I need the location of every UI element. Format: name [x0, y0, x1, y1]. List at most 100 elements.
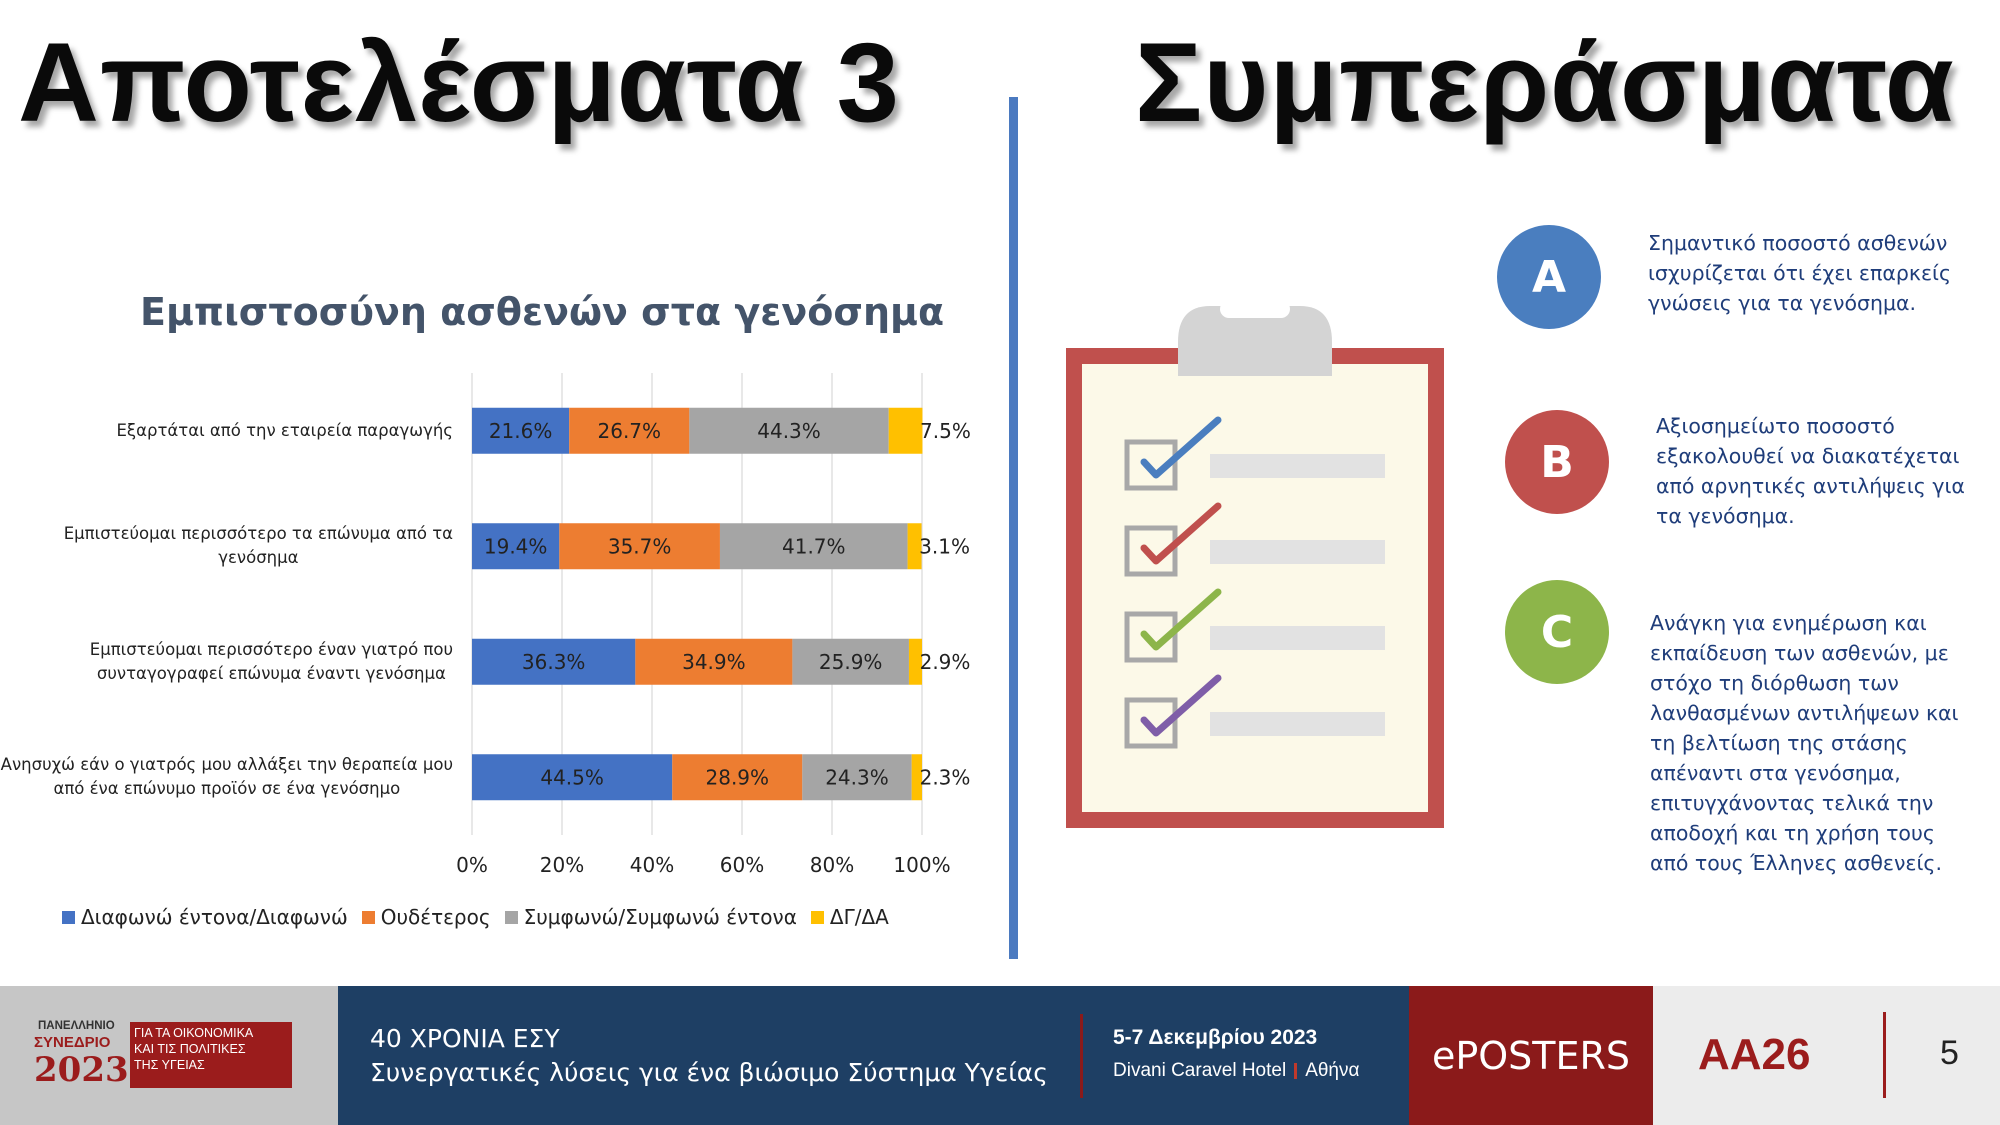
clipboard-paper: [1082, 364, 1428, 812]
footer-banner: ΠΑΝΕΛΛΗΝΙΟ ΣΥΝΕΔΡΙΟ 2023 ΓΙΑ ΤΑ ΟΙΚΟΝΟΜΙ…: [0, 986, 2000, 1125]
checkmark-icon: [1140, 588, 1222, 651]
category-label-line: Εξαρτάται από την εταιρεία παραγωγής: [116, 420, 454, 440]
bar-segment: [719, 523, 908, 570]
conclusion-line: από αρνητικές αντιλήψεις για: [1656, 474, 1965, 498]
bar-segment: [792, 638, 909, 685]
conclusion-line: αποδοχή και τη χρήση τους: [1650, 821, 1935, 845]
checkmark-icon: [1140, 416, 1222, 479]
category-label-line: Εμπιστεύομαι περισσότερο έναν γιατρό που: [89, 639, 453, 659]
conclusion-line: Αξιοσημείωτο ποσοστό: [1656, 414, 1895, 438]
bar-segment: [908, 638, 922, 685]
event-dates: 5-7 Δεκεμβρίου 2023: [1113, 1026, 1318, 1049]
x-tick-label: 20%: [540, 853, 584, 877]
conclusion-line: εξακολουθεί να διακατέχεται: [1656, 444, 1960, 468]
venue-name: Divani Caravel Hotel: [1113, 1060, 1287, 1081]
category-label-line: Ανησυχώ εάν ο γιατρός μου αλλάξει την θε…: [0, 755, 453, 775]
legend-label: Ουδέτερος: [380, 905, 491, 929]
bar-segment: [635, 638, 793, 685]
clipboard-illustration: [1066, 300, 1444, 828]
legend-item: Διαφωνώ έντονα/Διαφωνώ: [62, 905, 348, 929]
data-label: 2.9%: [920, 650, 971, 674]
conclusion-line: τη βελτίωση της στάσης: [1650, 731, 1908, 755]
logo-box-line: ΚΑΙ ΤΙΣ ΠΟΛΙΤΙΚΕΣ: [134, 1042, 246, 1056]
bar-segment: [802, 754, 912, 801]
bar-segment: [672, 754, 803, 801]
conclusion-badge: A: [1497, 225, 1601, 329]
checkmark-icon: [1140, 502, 1222, 565]
x-tick-label: 80%: [810, 853, 854, 877]
conclusion-line: επιτυγχάνοντας τελικά την: [1650, 791, 1934, 815]
x-tick-label: 0%: [456, 853, 488, 877]
bar-segment: [907, 523, 922, 570]
bar-segment: [472, 523, 560, 570]
page-number: 5: [1940, 1034, 1959, 1072]
event-venue: Divani Caravel Hotel Αθήνα: [1113, 1060, 1359, 1082]
legend-label: Συμφωνώ/Συμφωνώ έντονα: [523, 905, 797, 929]
checklist-line: [1210, 540, 1385, 564]
data-label: 19.4%: [484, 534, 548, 558]
conclusion-line: Ανάγκη για ενημέρωση και: [1650, 611, 1927, 635]
bar-segment: [911, 754, 922, 801]
checklist-line: [1210, 626, 1385, 650]
code-separator: [1883, 1012, 1886, 1098]
logo-box-line: ΤΗΣ ΥΓΕΙΑΣ: [134, 1058, 205, 1072]
legend-item: ΔΓ/ΔΑ: [810, 905, 889, 929]
bar-segment: [559, 523, 720, 570]
page-title-conclusions: Συμπεράσματα: [1135, 20, 1955, 145]
banner-separator: [1080, 1014, 1083, 1098]
checkmark-icon: [1140, 674, 1222, 737]
legend-swatch: [504, 910, 518, 924]
data-label: 34.9%: [682, 650, 746, 674]
data-label: 24.3%: [825, 765, 889, 789]
category-label: Εμπιστεύομαι περισσότερο έναν γιατρό που…: [90, 638, 453, 686]
eposters-label: ePOSTERS: [1409, 986, 1653, 1125]
category-label-line: συνταγογραφεί επώνυμα έναντι γενόσημα: [96, 663, 446, 683]
legend-item: Συμφωνώ/Συμφωνώ έντονα: [504, 905, 797, 929]
data-label: 2.3%: [920, 765, 971, 789]
conclusion-line: γνώσεις για τα γενόσημα.: [1648, 291, 1917, 315]
chart-title: Εμπιστοσύνη ασθενών στα γενόσημα: [140, 290, 945, 334]
checkbox: [1124, 697, 1178, 749]
bar-segment: [472, 638, 636, 685]
stacked-bar-chart: 0% 20% 40% 60% 80% 100% 21.6% 26.7% 44.3% 7.5% 19.…: [456, 373, 971, 877]
data-label: 44.5%: [540, 765, 604, 789]
category-label: Εμπιστεύομαι περισσότερο τα επώνυμα από …: [64, 522, 453, 570]
x-tick-label: 40%: [630, 853, 674, 877]
checklist-line: [1210, 712, 1385, 736]
chart-legend: Διαφωνώ έντονα/Διαφωνώ Ουδέτερος Συμφωνώ/Σ…: [62, 905, 903, 929]
conclusion-line: εκπαίδευση των ασθενών, με: [1650, 641, 1949, 665]
page-title-results: Αποτελέσματα 3: [18, 20, 900, 145]
checkbox: [1124, 525, 1178, 577]
logo-box-line: ΓΙΑ ΤΑ ΟΙΚΟΝΟΜΙΚΑ: [134, 1026, 254, 1040]
conclusion-line: τα γενόσημα.: [1656, 504, 1795, 528]
category-label: Εξαρτάται από την εταιρεία παραγωγής: [117, 419, 454, 443]
clipboard-clip-hole: [1220, 300, 1290, 318]
logo-year: 2023: [34, 1050, 129, 1090]
data-label: 3.1%: [919, 534, 970, 558]
venue-separator: [1294, 1063, 1298, 1079]
conclusion-text: Ανάγκη για ενημέρωση και εκπαίδευση των α…: [1650, 608, 1959, 878]
logo-line1: ΠΑΝΕΛΛΗΝΙΟ: [38, 1020, 115, 1032]
event-title: 40 ΧΡΟΝΙΑ ΕΣΥ: [370, 1024, 560, 1053]
bar-segment: [888, 407, 923, 454]
bar-segment: [472, 407, 570, 454]
bar-segment: [689, 407, 889, 454]
category-label-line: γενόσημα: [218, 548, 299, 568]
conclusion-text: Σημαντικό ποσοστό ασθενών ισχυρίζεται ότι…: [1648, 228, 1951, 318]
conclusion-badge: B: [1505, 410, 1609, 514]
poster-id-panel: AA26 5: [1653, 986, 2000, 1125]
logo-box: ΓΙΑ ΤΑ ΟΙΚΟΝΟΜΙΚΑ ΚΑΙ ΤΙΣ ΠΟΛΙΤΙΚΕΣ ΤΗΣ …: [130, 1022, 292, 1088]
legend-label: ΔΓ/ΔΑ: [829, 905, 889, 929]
data-label: 44.3%: [757, 419, 821, 443]
checkbox: [1124, 611, 1178, 663]
data-label: 26.7%: [598, 419, 662, 443]
checklist-line: [1210, 454, 1385, 478]
event-subtitle: Συνεργατικές λύσεις για ένα βιώσιμο Σύστ…: [370, 1058, 1048, 1087]
legend-label: Διαφωνώ έντονα/Διαφωνώ: [81, 905, 348, 929]
conclusion-line: από τους Έλληνες ασθενείς.: [1650, 851, 1942, 875]
data-label: 7.5%: [920, 419, 971, 443]
poster-code: AA26: [1698, 1030, 1811, 1079]
data-label: 21.6%: [489, 419, 553, 443]
conclusion-line: λανθασμένων αντιλήψεων και: [1650, 701, 1959, 725]
vertical-divider: [1009, 97, 1018, 959]
